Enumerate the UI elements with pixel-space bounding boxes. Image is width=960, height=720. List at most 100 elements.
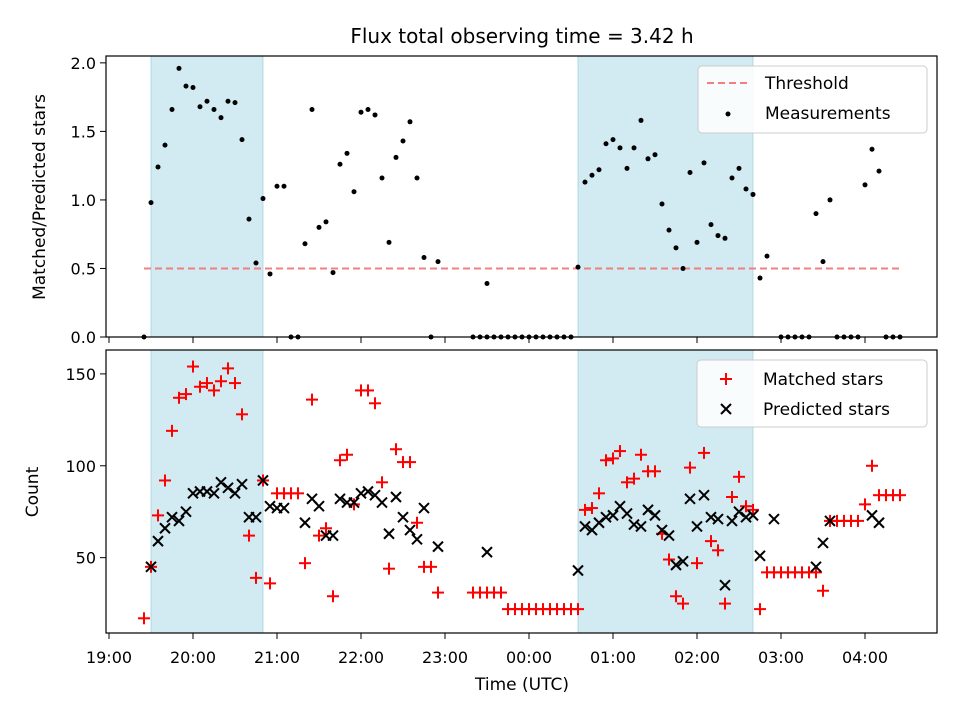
predicted-legend-label: Predicted stars [763,400,890,420]
bottom-panel: 50 100 150 19:00 20:00 21:00 22:00 23:00 00:00 0… [23,349,938,695]
predicted-star-point [145,561,157,573]
predicted-star-point [334,493,346,505]
measurement-point [582,179,588,185]
matched-star-point [712,544,724,557]
matched-star-point [628,472,640,485]
bottom-y-axis-label: Count [23,466,43,517]
measurement-point [246,216,252,222]
matched-star-point [334,454,346,467]
measurement-point [715,233,721,239]
predicted-legend-swatch [720,403,732,415]
measurement-point [603,141,609,147]
predicted-star-point [348,496,360,509]
matched-star-point [383,562,395,575]
measurement-point [575,264,581,270]
measurement-point [274,183,280,189]
measurement-point [267,271,273,277]
measurement-point [694,239,700,245]
matched-star-point [691,557,703,570]
measurement-point [743,186,749,192]
matched-star-point [362,384,374,397]
predicted-star-point [229,487,241,500]
measurement-point [358,109,364,115]
predicted-star-point [705,511,717,523]
matched-star-point [586,502,598,515]
measurement-point [393,154,399,160]
bottom-legend: Matched stars Predicted stars [696,359,928,428]
predicted-star-point [593,517,605,529]
matched-star-point [495,586,507,599]
matched-star-point [299,557,311,570]
matched-star-point [187,360,199,373]
measurement-point [169,106,175,112]
threshold-legend-label: Threshold [764,74,849,94]
top-y-tick-label: 0.5 [71,259,96,278]
top-y-tick-label: 0.0 [71,328,96,347]
measurement-point [253,260,259,266]
matched-star-point [138,612,150,625]
matched-star-point [404,456,416,469]
matched-star-point [684,461,696,474]
predicted-star-point [152,535,164,547]
predicted-star-point [208,487,220,500]
measurement-point [337,161,343,167]
matched-star-point [229,377,241,390]
matched-star-point [607,452,619,465]
measurement-point [624,165,630,171]
predicted-star-point [418,502,430,514]
x-tick-label: 03:00 [758,648,804,667]
matched-star-point [726,491,738,504]
top-panel: 0.00.51.01.52.0 Matched/Predicted stars … [30,54,938,347]
bottom-axes-frame [105,349,938,634]
predicted-star-point [698,489,710,501]
matched-star-point [572,603,584,616]
measurement-point [666,227,672,233]
predicted-star-point [621,507,633,520]
matched-star-point [152,509,164,522]
predicted-star-point [642,504,654,516]
matched-star-point [894,489,906,502]
measurement-point [176,65,182,71]
x-tick-label: 01:00 [590,648,636,667]
matched-star-point [201,377,213,390]
predicted-star-point [411,533,423,545]
predicted-star-point [299,517,311,529]
matched-star-point [733,470,745,483]
predicted-star-point [733,506,745,518]
predicted-star-point [684,493,696,505]
predicted-star-point [663,529,675,542]
predicted-star-point [600,511,612,523]
predicted-star-point [173,515,185,527]
predicted-star-point [313,500,325,512]
predicted-star-point [579,520,591,533]
matched-star-point [663,553,675,566]
predicted-star-point [180,506,192,518]
x-tick-label: 22:00 [338,648,384,667]
measurement-point [764,253,770,259]
matched-star-point [754,603,766,616]
predicted-star-point [264,500,276,512]
matched-star-point [194,380,206,393]
predicted-star-point [159,522,171,534]
x-tick-label: 21:00 [254,648,300,667]
predicted-star-point [824,515,836,527]
measurement-point [750,191,756,197]
measurement-point [827,197,833,203]
measurement-point [708,222,714,228]
predicted-star-point [250,511,262,523]
measurement-point [260,196,266,202]
measurement-point [183,83,189,89]
top-x-ticks [108,337,866,343]
predicted-star-point [327,529,339,542]
matched-star-point [264,577,276,590]
measurement-point [211,106,217,112]
measurement-point [379,175,385,181]
matched-legend-swatch [720,373,732,385]
measurement-point [680,265,686,271]
bottom-y-tick-label: 100 [65,457,96,476]
top-legend-box [697,65,928,134]
matched-star-point [859,498,871,511]
top-y-tick-label: 1.0 [71,191,96,210]
matched-star-point [635,448,647,461]
bottom-y-tick-label: 50 [76,549,96,568]
